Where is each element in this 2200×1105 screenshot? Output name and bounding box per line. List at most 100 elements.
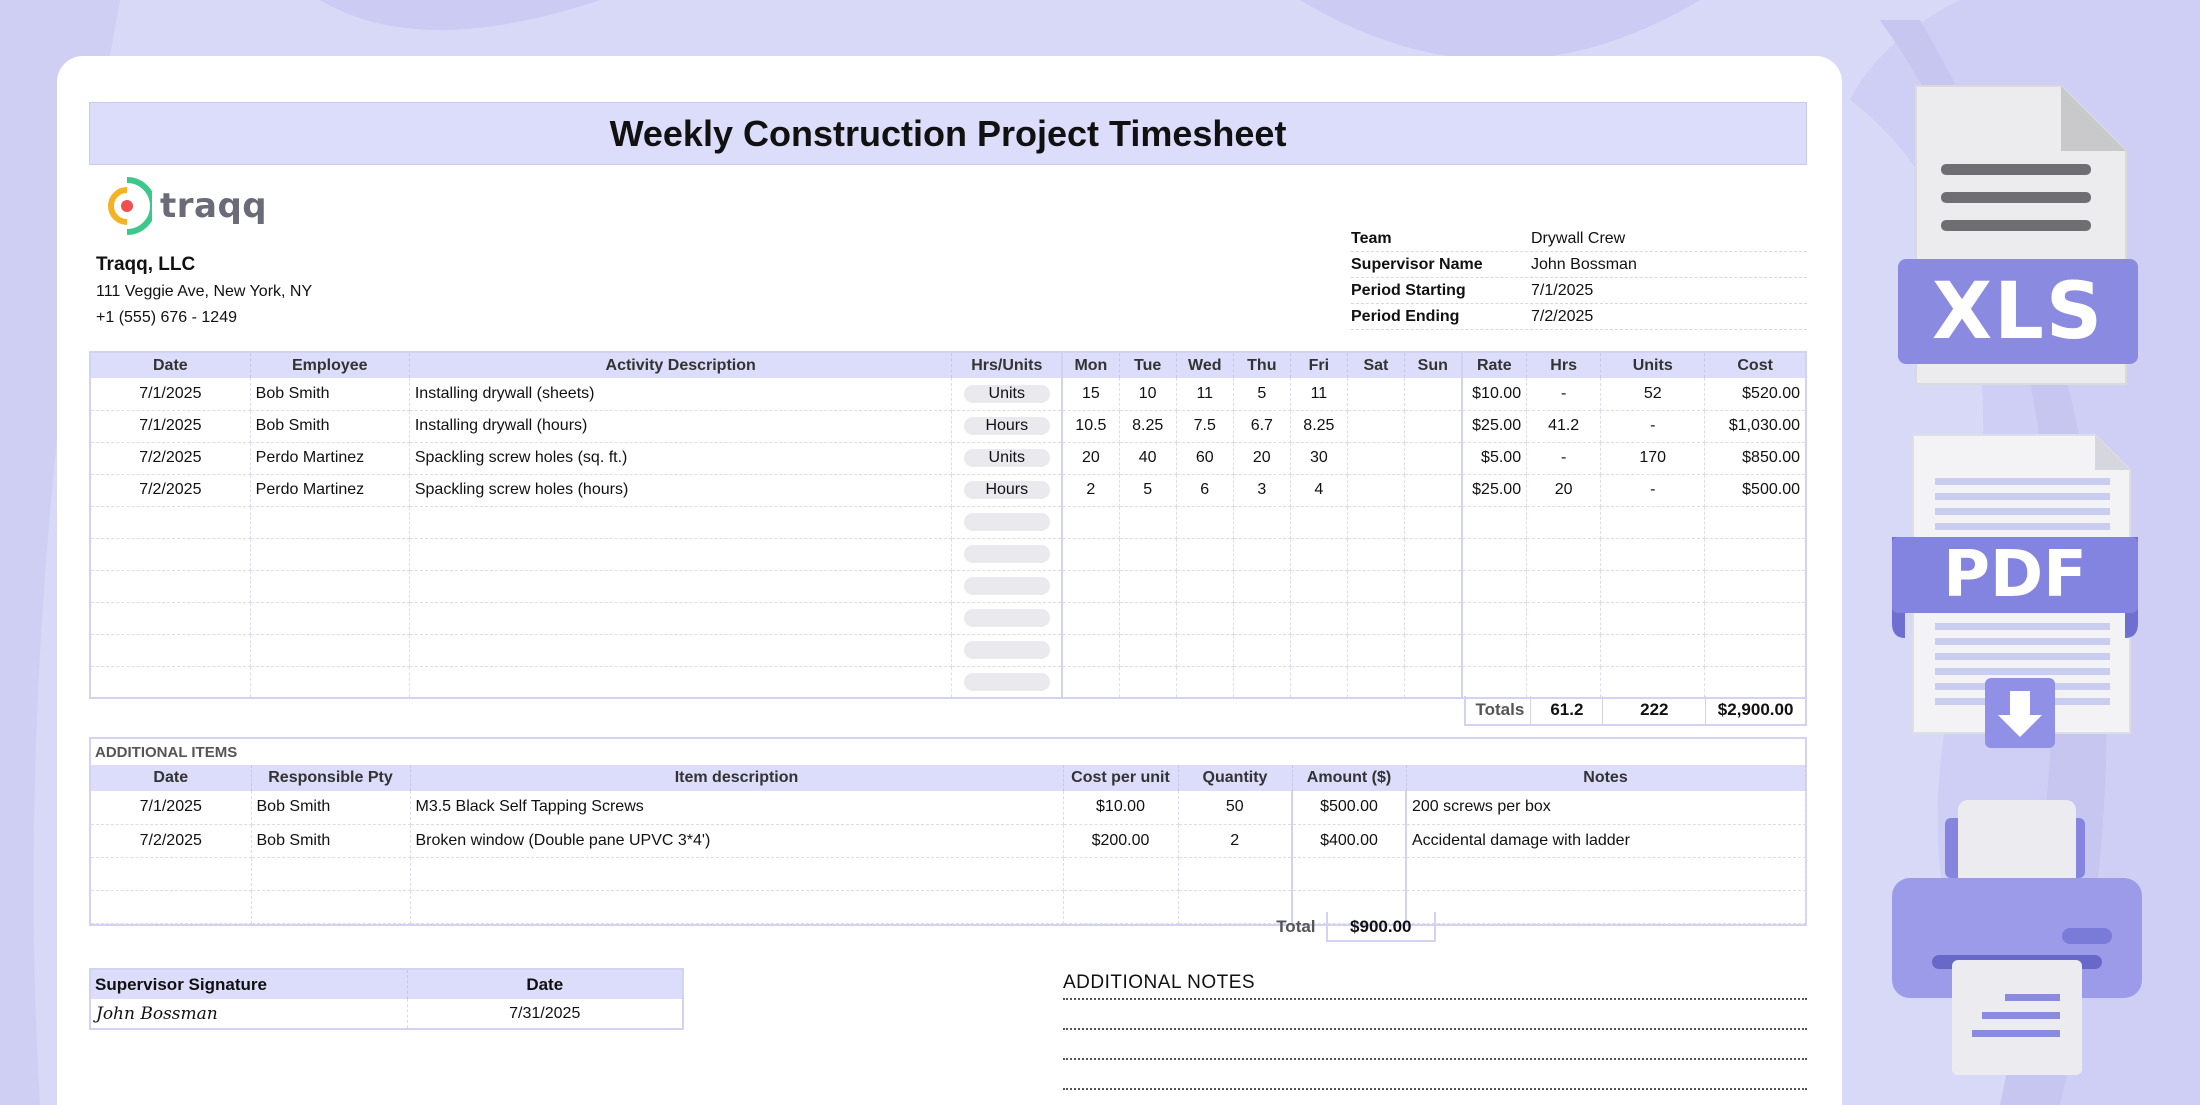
table-cell[interactable] xyxy=(409,506,953,539)
table-cell[interactable] xyxy=(1290,506,1348,539)
table-cell[interactable]: Units xyxy=(951,442,1063,475)
table-cell[interactable] xyxy=(1347,602,1405,635)
table-cell[interactable] xyxy=(951,634,1063,667)
table-cell[interactable] xyxy=(1291,890,1407,924)
table-cell[interactable] xyxy=(1061,634,1120,667)
table-cell[interactable]: 7/1/2025 xyxy=(90,378,251,411)
table-cell[interactable] xyxy=(1526,538,1602,571)
table-cell[interactable] xyxy=(1176,538,1234,571)
note-line[interactable] xyxy=(1063,1030,1807,1060)
table-cell[interactable]: $500.00 xyxy=(1704,474,1807,507)
table-cell[interactable] xyxy=(1176,506,1234,539)
table-cell[interactable] xyxy=(1404,506,1463,539)
table-cell[interactable]: 15 xyxy=(1061,378,1120,411)
table-cell[interactable] xyxy=(1704,538,1807,571)
table-cell[interactable]: - xyxy=(1600,410,1706,443)
hrs-units-dropdown[interactable]: Hours xyxy=(963,416,1050,435)
table-cell[interactable] xyxy=(90,666,251,699)
table-cell[interactable]: 3 xyxy=(1233,474,1291,507)
table-cell[interactable] xyxy=(1347,410,1405,443)
table-cell[interactable] xyxy=(250,666,410,699)
hrs-units-dropdown[interactable]: Units xyxy=(963,384,1050,403)
table-cell[interactable] xyxy=(1291,857,1407,891)
table-cell[interactable] xyxy=(250,538,410,571)
hrs-units-dropdown[interactable] xyxy=(963,608,1050,627)
info-value[interactable]: 7/1/2025 xyxy=(1531,281,1594,299)
table-cell[interactable] xyxy=(1347,474,1405,507)
table-cell[interactable]: - xyxy=(1526,378,1602,411)
table-cell[interactable] xyxy=(951,538,1063,571)
table-cell[interactable] xyxy=(1404,410,1463,443)
table-cell[interactable] xyxy=(1119,538,1177,571)
table-cell[interactable]: Bob Smith xyxy=(251,791,411,825)
table-cell[interactable] xyxy=(1600,506,1706,539)
table-cell[interactable]: 50 xyxy=(1178,791,1293,825)
table-cell[interactable] xyxy=(1460,538,1528,571)
table-cell[interactable]: Bob Smith xyxy=(251,824,411,858)
table-cell[interactable] xyxy=(1347,666,1405,699)
table-cell[interactable] xyxy=(1061,570,1120,603)
table-cell[interactable] xyxy=(1178,890,1293,924)
hrs-units-dropdown[interactable] xyxy=(963,640,1050,659)
table-cell[interactable]: 7/2/2025 xyxy=(90,474,251,507)
table-cell[interactable] xyxy=(1704,634,1807,667)
table-cell[interactable] xyxy=(1404,538,1463,571)
table-cell[interactable] xyxy=(951,666,1063,699)
table-cell[interactable]: 7.5 xyxy=(1176,410,1234,443)
table-cell[interactable] xyxy=(1526,602,1602,635)
table-cell[interactable] xyxy=(1404,442,1463,475)
table-cell[interactable] xyxy=(409,634,953,667)
table-cell[interactable]: Perdo Martinez xyxy=(250,442,410,475)
table-cell[interactable] xyxy=(1406,890,1806,924)
table-cell[interactable]: Spackling screw holes (hours) xyxy=(409,474,953,507)
table-cell[interactable] xyxy=(250,634,410,667)
table-cell[interactable] xyxy=(1119,570,1177,603)
table-cell[interactable] xyxy=(1704,666,1807,699)
table-cell[interactable] xyxy=(1233,506,1291,539)
table-cell[interactable] xyxy=(1176,570,1234,603)
table-cell[interactable] xyxy=(1460,570,1528,603)
table-cell[interactable] xyxy=(1176,602,1234,635)
table-cell[interactable]: 30 xyxy=(1290,442,1348,475)
pdf-download-icon[interactable]: PDF xyxy=(1890,433,2150,753)
table-cell[interactable]: Accidental damage with ladder xyxy=(1406,824,1806,858)
hrs-units-dropdown[interactable] xyxy=(963,576,1050,595)
table-cell[interactable]: 11 xyxy=(1290,378,1348,411)
table-cell[interactable]: $500.00 xyxy=(1291,791,1407,825)
table-cell[interactable] xyxy=(1061,538,1120,571)
table-cell[interactable]: Spackling screw holes (sq. ft.) xyxy=(409,442,953,475)
table-cell[interactable] xyxy=(1600,634,1706,667)
table-cell[interactable] xyxy=(1233,666,1291,699)
table-cell[interactable]: 7/2/2025 xyxy=(90,442,251,475)
table-cell[interactable]: $5.00 xyxy=(1460,442,1528,475)
table-cell[interactable]: 6.7 xyxy=(1233,410,1291,443)
table-cell[interactable] xyxy=(1704,602,1807,635)
note-line[interactable] xyxy=(1063,1000,1807,1030)
table-cell[interactable] xyxy=(409,570,953,603)
table-cell[interactable] xyxy=(1460,506,1528,539)
table-cell[interactable] xyxy=(1233,570,1291,603)
table-cell[interactable] xyxy=(251,857,411,891)
table-cell[interactable] xyxy=(1119,506,1177,539)
table-cell[interactable] xyxy=(90,634,251,667)
hrs-units-dropdown[interactable]: Hours xyxy=(963,480,1050,499)
print-button[interactable] xyxy=(1890,798,2150,1088)
table-cell[interactable] xyxy=(91,857,252,891)
table-cell[interactable]: $10.00 xyxy=(1063,791,1179,825)
table-cell[interactable] xyxy=(951,602,1063,635)
table-cell[interactable] xyxy=(90,506,251,539)
hrs-units-dropdown[interactable] xyxy=(963,512,1050,531)
table-cell[interactable]: 10.5 xyxy=(1061,410,1120,443)
table-cell[interactable] xyxy=(1290,602,1348,635)
table-cell[interactable] xyxy=(250,570,410,603)
table-cell[interactable] xyxy=(1290,634,1348,667)
table-cell[interactable] xyxy=(1600,538,1706,571)
table-cell[interactable] xyxy=(1704,570,1807,603)
table-cell[interactable] xyxy=(1347,442,1405,475)
table-cell[interactable]: 11 xyxy=(1176,378,1234,411)
table-cell[interactable]: 4 xyxy=(1290,474,1348,507)
hrs-units-dropdown[interactable]: Units xyxy=(963,448,1050,467)
table-cell[interactable]: $25.00 xyxy=(1460,474,1528,507)
note-line[interactable] xyxy=(1063,1060,1807,1090)
table-cell[interactable] xyxy=(1119,634,1177,667)
